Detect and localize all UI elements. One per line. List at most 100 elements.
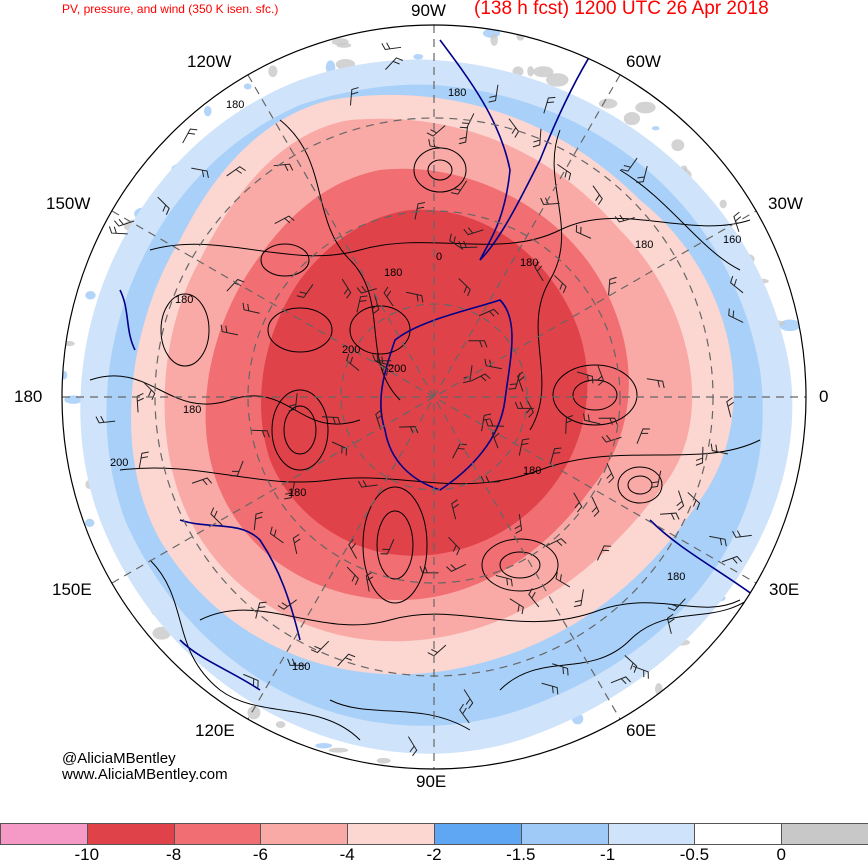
- wind-barb: [381, 42, 402, 51]
- wind-barb: [138, 451, 149, 470]
- lon-label-180: 180: [14, 387, 43, 406]
- wind-barb: [546, 538, 567, 547]
- wind-barb: [346, 353, 360, 371]
- wind-barb: [565, 415, 574, 434]
- wind-barb: [676, 490, 685, 511]
- wind-barb: [733, 211, 742, 232]
- wind-barb: [491, 428, 500, 449]
- wind-barb: [576, 371, 594, 384]
- wind-barb: [419, 565, 439, 574]
- lon-label-90e: 90E: [416, 772, 447, 791]
- wind-barb: [554, 275, 567, 294]
- wind-barb: [606, 463, 615, 484]
- wind-barb: [596, 365, 605, 386]
- wind-barb: [407, 736, 418, 757]
- wind-barb: [157, 196, 170, 215]
- colorbar-tick-label: -1.5: [506, 845, 536, 864]
- contour-label: 180: [448, 87, 466, 99]
- wind-barb: [695, 446, 704, 466]
- colorbar-swatch: [173, 823, 262, 845]
- wind-barb: [614, 214, 635, 223]
- wind-barb: [251, 429, 270, 438]
- product-title: PV, pressure, and wind (350 K isen. sfc.…: [62, 2, 279, 16]
- wind-barb: [555, 571, 571, 588]
- contour-label: 180: [288, 487, 306, 499]
- wind-barb: [356, 295, 368, 313]
- wind-barb: [385, 57, 404, 70]
- lon-label-120e: 120E: [195, 721, 235, 740]
- wind-barb: [458, 126, 469, 145]
- colorbar-swatch: [520, 823, 609, 845]
- wind-barb: [143, 381, 156, 400]
- wind-barb: [459, 703, 470, 724]
- wind-barb: [650, 470, 662, 489]
- wind-barb: [371, 294, 380, 315]
- colorbar-tick-label: -1: [600, 845, 616, 864]
- contour-label: 0: [436, 251, 442, 263]
- contour-label: 180: [667, 571, 685, 583]
- wind-barb: [514, 514, 523, 534]
- credit-website: www.AliciaMBentley.com: [62, 766, 228, 783]
- wind-barb: [636, 428, 651, 444]
- lon-label-150w: 150W: [46, 194, 91, 213]
- wind-barb: [667, 598, 686, 611]
- wind-barb: [601, 434, 622, 443]
- wind-barb: [310, 640, 330, 654]
- wind-barb: [292, 533, 301, 554]
- wind-barb: [341, 278, 352, 299]
- wind-barb: [508, 373, 521, 390]
- colorbar-tick-label: -10: [74, 845, 100, 864]
- colorbar-swatch: [347, 823, 435, 845]
- wind-barb: [380, 539, 395, 555]
- lon-label-0: 0: [819, 387, 829, 406]
- wind-barb: [95, 415, 116, 424]
- contour-label: 200: [110, 457, 128, 469]
- wind-barbs: [95, 42, 752, 757]
- wind-barb: [728, 308, 744, 323]
- colorbar-swatch: [0, 823, 88, 845]
- wind-barb: [277, 599, 298, 610]
- colorbar-swatch: [694, 823, 783, 845]
- wind-barb: [253, 511, 263, 531]
- wind-barb: [632, 665, 649, 679]
- wind-barb: [230, 460, 244, 477]
- wind-barb: [337, 653, 356, 667]
- wind-barb: [405, 291, 424, 303]
- wind-barb: [349, 87, 359, 106]
- wind-barb: [399, 426, 419, 434]
- wind-barb: [660, 512, 680, 520]
- colorbar-tick-label: -0.5: [679, 845, 710, 864]
- wind-barb: [608, 276, 617, 296]
- wind-barb: [620, 157, 638, 172]
- wind-barb: [458, 278, 471, 297]
- lon-label-30e: 30E: [769, 580, 800, 599]
- wind-barb: [191, 477, 213, 486]
- lat-lon-grid: [62, 25, 806, 769]
- wind-barb: [478, 308, 500, 317]
- wind-barb: [514, 401, 534, 409]
- contour-label: 180: [384, 267, 402, 279]
- wind-barb: [242, 302, 260, 314]
- wind-barb: [288, 393, 298, 412]
- wind-barb: [541, 682, 559, 695]
- wind-barb: [532, 128, 542, 148]
- wind-barb: [598, 417, 618, 425]
- colorbar-swatch: [260, 823, 349, 845]
- contour-label: 180: [183, 404, 201, 416]
- wind-barb: [583, 413, 601, 425]
- wind-barb: [518, 438, 530, 456]
- wind-barb: [463, 689, 474, 709]
- wind-barb: [730, 275, 744, 294]
- wind-barb: [114, 218, 135, 227]
- wind-barb: [528, 588, 540, 608]
- wind-barb: [182, 128, 198, 144]
- wind-barb: [557, 163, 572, 181]
- contour-label: 200: [342, 344, 360, 356]
- wind-barb: [721, 555, 743, 564]
- wind-barb: [321, 416, 341, 425]
- wind-barb: [710, 443, 728, 455]
- wind-barb: [591, 496, 600, 517]
- lon-label-60e: 60E: [626, 721, 657, 740]
- wind-barb: [573, 589, 584, 608]
- wind-barb: [296, 284, 314, 299]
